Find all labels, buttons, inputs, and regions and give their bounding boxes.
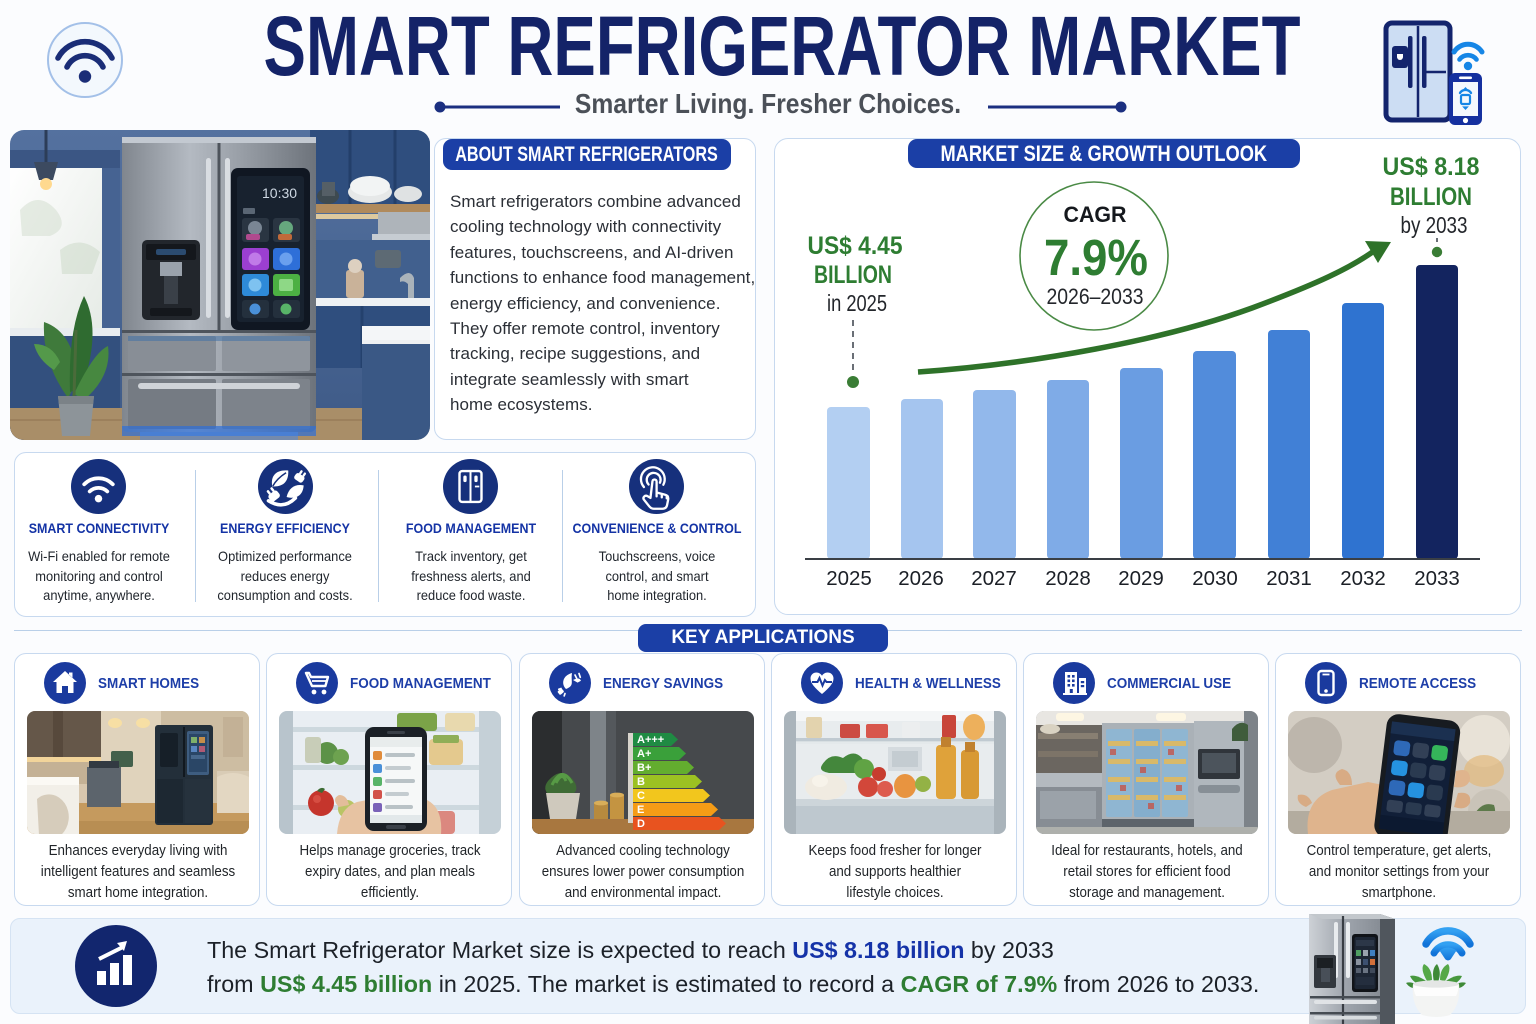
svg-text:2029: 2029	[1118, 567, 1164, 590]
svg-text:C: C	[637, 790, 645, 802]
svg-text:2027: 2027	[971, 567, 1017, 590]
svg-text:US$ 8.18: US$ 8.18	[1383, 153, 1480, 181]
svg-text:BILLION: BILLION	[1390, 183, 1472, 211]
svg-text:7.9%: 7.9%	[1044, 229, 1148, 286]
svg-text:2028: 2028	[1045, 567, 1091, 590]
svg-text:CAGR: CAGR	[1064, 202, 1127, 227]
svg-text:2025: 2025	[826, 567, 872, 590]
svg-text:2026–2033: 2026–2033	[1047, 284, 1144, 309]
svg-text:BILLION: BILLION	[814, 261, 892, 289]
svg-text:in 2025: in 2025	[827, 290, 887, 316]
svg-text:B: B	[637, 776, 645, 788]
svg-text:A+: A+	[637, 748, 651, 760]
svg-text:A+++: A+++	[637, 734, 664, 746]
svg-text:10:30: 10:30	[262, 185, 297, 201]
svg-text:US$ 4.45: US$ 4.45	[808, 232, 903, 260]
svg-text:by 2033: by 2033	[1401, 212, 1468, 238]
svg-text:2026: 2026	[898, 567, 944, 590]
svg-text:2031: 2031	[1266, 567, 1312, 590]
svg-text:E: E	[637, 804, 644, 816]
svg-text:D: D	[637, 818, 645, 830]
svg-text:SMART REFRIGERATOR MARKET: SMART REFRIGERATOR MARKET	[264, 8, 1301, 93]
svg-text:2033: 2033	[1414, 567, 1460, 590]
svg-text:2030: 2030	[1192, 567, 1238, 590]
svg-text:2032: 2032	[1340, 567, 1386, 590]
svg-text:B+: B+	[637, 762, 651, 774]
